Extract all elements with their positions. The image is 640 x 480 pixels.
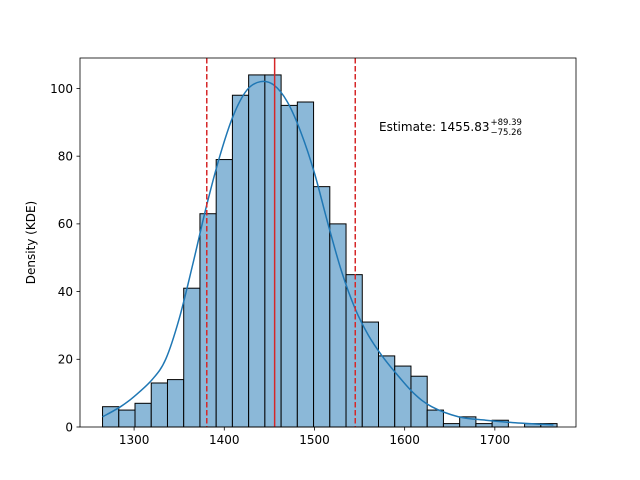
histogram-bar	[150, 382, 168, 428]
histogram-bar	[231, 94, 250, 428]
histogram-bar	[329, 223, 347, 428]
histogram-bar	[426, 409, 444, 428]
kde-curve	[102, 80, 554, 426]
x-tick-label: 1300	[119, 433, 150, 447]
estimate-value: 1455.83	[440, 120, 490, 134]
histogram-bar	[199, 213, 217, 428]
estimate-lines	[206, 58, 357, 427]
histogram-bar	[166, 379, 185, 428]
histogram-bar	[296, 101, 315, 428]
axes-frame	[79, 57, 577, 428]
histogram-bar	[475, 423, 493, 428]
histogram-bar	[378, 355, 396, 428]
y-axis-ticks: 0 20 40 60 80 100	[50, 82, 80, 434]
histogram-bar	[345, 274, 363, 428]
y-tick-label: 60	[58, 217, 73, 231]
y-tick-label: 40	[58, 285, 73, 299]
histogram-bar	[248, 74, 266, 428]
estimate-upper-error: +89.39	[491, 118, 522, 128]
y-tick-label: 20	[58, 353, 73, 367]
y-tick-label: 100	[50, 82, 73, 96]
histogram-bar	[442, 423, 461, 428]
y-tick-label: 80	[58, 149, 73, 163]
x-axis-ticks: 1300 1400 1500 1600 1700	[119, 427, 510, 447]
histogram-bar	[134, 402, 152, 428]
x-tick-label: 1400	[209, 433, 240, 447]
estimate-prefix: Estimate:	[379, 120, 440, 134]
histogram-bar	[118, 409, 136, 428]
x-tick-label: 1600	[389, 433, 420, 447]
histogram-bar	[215, 159, 233, 428]
histogram-bar	[280, 104, 298, 428]
y-tick-label: 0	[65, 420, 73, 434]
histogram-bar	[183, 287, 201, 428]
estimate-lower-error: −75.26	[491, 128, 522, 138]
y-axis-label: Density (KDE)	[24, 201, 38, 285]
x-tick-label: 1700	[480, 433, 511, 447]
estimate-annotation: Estimate: 1455.83	[379, 120, 490, 134]
x-tick-label: 1500	[299, 433, 330, 447]
histogram-bar	[264, 74, 282, 428]
